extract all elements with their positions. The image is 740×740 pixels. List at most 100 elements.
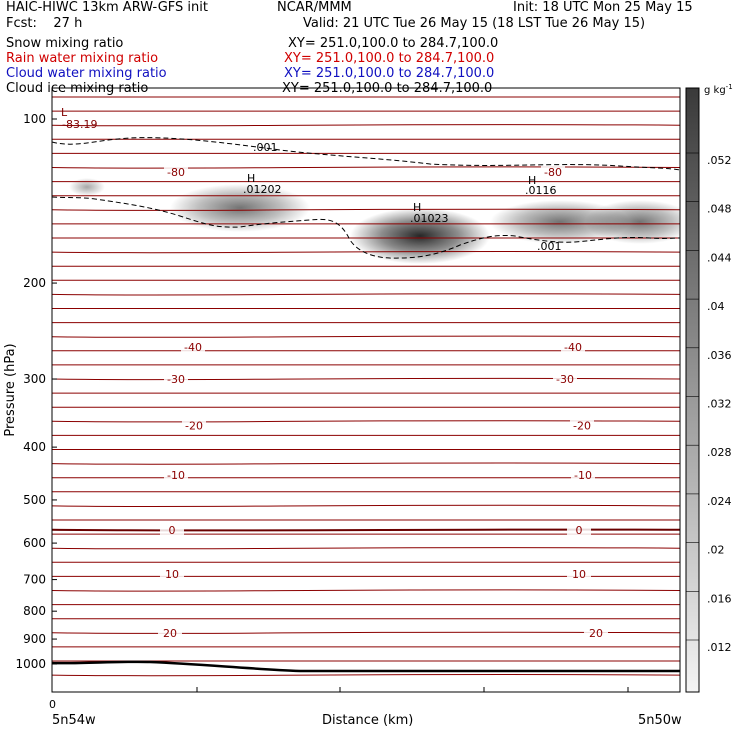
isotherm-label: -30 bbox=[556, 373, 574, 386]
fcst-value: 27 h bbox=[53, 16, 83, 31]
isotherm-label-bg bbox=[570, 419, 594, 432]
chart-org: NCAR/MMM bbox=[277, 0, 352, 15]
annotation-high-value-3: .0116 bbox=[525, 184, 557, 197]
surface-line bbox=[51, 660, 680, 673]
colorbar bbox=[685, 87, 700, 693]
shading-blob-2 bbox=[350, 208, 490, 264]
annotation-low-value: -83.19 bbox=[62, 118, 97, 131]
colorbar-tick-label: .012 bbox=[707, 641, 732, 654]
y-tick-label: 100 bbox=[23, 112, 46, 126]
chart-annotations: L -83.19 H .01202 H .01023 H .0116 .001 … bbox=[61, 106, 562, 253]
isotherm-line bbox=[52, 166, 680, 169]
isotherm-label-bg bbox=[571, 469, 595, 482]
isotherm-line bbox=[52, 420, 680, 423]
isotherm-label: -20 bbox=[185, 419, 203, 432]
isotherm-label-bg bbox=[164, 373, 188, 386]
colorbar-tick-label: .032 bbox=[707, 398, 732, 411]
isotherm-label-bg bbox=[181, 340, 205, 353]
isotherm-label-bg bbox=[158, 627, 182, 640]
colorbar-unit-exp: -1 bbox=[726, 83, 733, 91]
annotation-high-mark-1: H bbox=[247, 172, 255, 185]
mixing-ratio-dashed-contours bbox=[52, 137, 680, 259]
colorbar-unit-base: g kg bbox=[704, 85, 726, 96]
y-tick-label: 200 bbox=[23, 276, 46, 290]
isotherm-line bbox=[52, 490, 680, 493]
isotherm-label-bg bbox=[567, 567, 591, 580]
annotation-low-mark: L bbox=[61, 106, 68, 119]
colorbar-tick-label: .044 bbox=[707, 251, 732, 264]
init-time: Init: 18 UTC Mon 25 May 15 bbox=[513, 0, 693, 15]
valid-time: Valid: 21 UTC Tue 26 May 15 (18 LST Tue … bbox=[303, 16, 646, 31]
legend-rain-label: Rain water mixing ratio bbox=[6, 51, 159, 66]
x-right-location: 5n50w bbox=[638, 713, 682, 728]
dashed-contour-upper bbox=[52, 137, 680, 171]
shading-blob-4 bbox=[585, 200, 680, 244]
isotherm-line bbox=[52, 364, 680, 366]
isotherm-line bbox=[52, 250, 680, 254]
fcst-label: Fcst: bbox=[6, 16, 37, 31]
isotherm-label: 20 bbox=[163, 627, 177, 640]
forecast-hour: Fcst: 27 h bbox=[6, 16, 82, 31]
isotherm-line bbox=[52, 237, 680, 239]
isotherm-line bbox=[52, 462, 680, 465]
isotherm-line bbox=[52, 504, 680, 508]
colorbar-tick-label: .04 bbox=[707, 300, 725, 313]
dashed-contour-lower bbox=[52, 196, 680, 259]
annotation-dashed-label-2: .001 bbox=[537, 240, 562, 253]
isotherm-line bbox=[52, 533, 680, 535]
legend-snow-xy: XY= 251.0,100.0 to 284.7,100.0 bbox=[288, 36, 499, 51]
isotherm-line bbox=[52, 547, 680, 550]
x-axis-ticks bbox=[51, 687, 629, 692]
isotherm-line bbox=[52, 589, 680, 592]
x-axis-label: Distance (km) bbox=[322, 713, 414, 728]
isotherm-label-bg bbox=[160, 523, 184, 536]
isotherm-label: 20 bbox=[589, 627, 603, 640]
colorbar-tick-label: .036 bbox=[707, 349, 732, 362]
chart-title: HAIC-HIWC 13km ARW-GFS init bbox=[6, 0, 208, 15]
legend-cloudwater-xy: XY= 251.0,100.0 to 284.7,100.0 bbox=[284, 66, 495, 81]
isotherm-label: -80 bbox=[167, 166, 185, 179]
isotherm-line bbox=[52, 208, 680, 211]
isotherm-line bbox=[52, 377, 680, 381]
colorbar-unit: g kg-1 bbox=[704, 83, 733, 96]
isotherm-label-bg bbox=[164, 469, 188, 482]
colorbar-tick-label: .048 bbox=[707, 203, 732, 216]
isotherm-line bbox=[52, 110, 680, 112]
y-tick-label: 700 bbox=[23, 573, 46, 587]
legend-cloudwater-label: Cloud water mixing ratio bbox=[6, 66, 167, 81]
legend-rain-xy: XY= 251.0,100.0 to 284.7,100.0 bbox=[284, 51, 495, 66]
x-zero-label: 0 bbox=[49, 698, 56, 711]
colorbar-tick-label: .016 bbox=[707, 592, 732, 605]
colorbar-tick-label: .028 bbox=[707, 446, 732, 459]
isotherm-label: -80 bbox=[544, 166, 562, 179]
isotherm-line bbox=[52, 194, 680, 197]
isotherm-label: -40 bbox=[184, 341, 202, 354]
isotherm-label: 0 bbox=[169, 524, 176, 537]
isotherm-label: -30 bbox=[167, 373, 185, 386]
isotherm-line bbox=[52, 617, 680, 620]
isotherm-label: 10 bbox=[572, 568, 586, 581]
isotherm-label-bg bbox=[553, 373, 577, 386]
y-tick-label: 500 bbox=[23, 493, 46, 507]
isotherm-label-bg bbox=[164, 165, 188, 178]
isotherm-label-bg bbox=[160, 567, 184, 580]
annotation-high-value-1: .01202 bbox=[243, 183, 282, 196]
isotherm-line bbox=[52, 124, 680, 127]
isotherm-label-bg bbox=[561, 340, 585, 353]
isotherm-line bbox=[52, 673, 680, 677]
isotherm-line bbox=[52, 448, 680, 451]
y-axis-label: Pressure (hPa) bbox=[3, 343, 18, 436]
annotation-high-mark-2: H bbox=[413, 201, 421, 214]
plot-frame bbox=[51, 87, 681, 693]
isotherm-label: -10 bbox=[167, 469, 185, 482]
isotherm-line bbox=[52, 279, 680, 282]
isotherm-line bbox=[52, 321, 680, 324]
annotation-high-mark-3: H bbox=[528, 174, 536, 187]
y-tick-label: 300 bbox=[23, 372, 46, 386]
shading-blob-1 bbox=[170, 184, 310, 232]
y-tick-label: 800 bbox=[23, 604, 46, 618]
isotherm-label: 10 bbox=[165, 568, 179, 581]
colorbar-tick-label: .02 bbox=[707, 544, 725, 557]
legend-snow-label: Snow mixing ratio bbox=[6, 36, 124, 51]
mixing-ratio-shading bbox=[69, 178, 680, 264]
